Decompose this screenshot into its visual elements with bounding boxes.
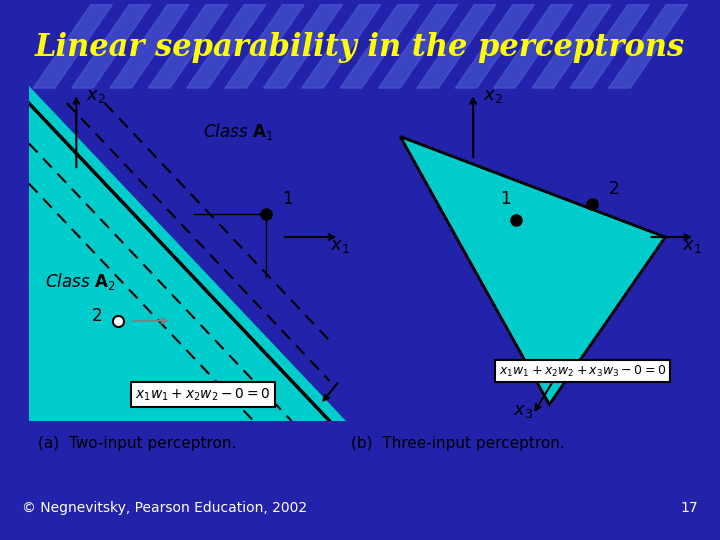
Text: 17: 17: [681, 501, 698, 515]
Text: 2: 2: [609, 179, 620, 198]
Text: (a)  Two-input perceptron.: (a) Two-input perceptron.: [38, 436, 237, 451]
Polygon shape: [29, 86, 346, 421]
Text: $x_3$: $x_3$: [513, 402, 533, 420]
Text: Linear separability in the perceptrons: Linear separability in the perceptrons: [35, 32, 685, 63]
Text: $x_1w_1 + x_2w_2 - 0 = 0$: $x_1w_1 + x_2w_2 - 0 = 0$: [135, 386, 271, 403]
Text: 2: 2: [92, 307, 103, 325]
Text: © Negnevitsky, Pearson Education, 2002: © Negnevitsky, Pearson Education, 2002: [22, 501, 307, 515]
Text: $x_2$: $x_2$: [86, 87, 106, 105]
Polygon shape: [400, 137, 665, 404]
Text: $x_1$: $x_1$: [682, 238, 702, 255]
Text: (b)  Three-input perceptron.: (b) Three-input perceptron.: [351, 436, 564, 451]
Text: $x_1w_1 + x_2w_2 + x_3w_3 - 0 = 0$: $x_1w_1 + x_2w_2 + x_3w_3 - 0 = 0$: [499, 363, 666, 379]
Text: 1: 1: [282, 190, 293, 207]
Text: $x_2$: $x_2$: [483, 87, 503, 105]
Text: $x_1$: $x_1$: [330, 238, 350, 255]
Text: 1: 1: [500, 190, 510, 207]
Polygon shape: [29, 86, 346, 421]
Text: $Class\ \mathbf{A}_2$: $Class\ \mathbf{A}_2$: [45, 271, 115, 292]
Text: $Class\ \mathbf{A}_1$: $Class\ \mathbf{A}_1$: [203, 120, 274, 141]
